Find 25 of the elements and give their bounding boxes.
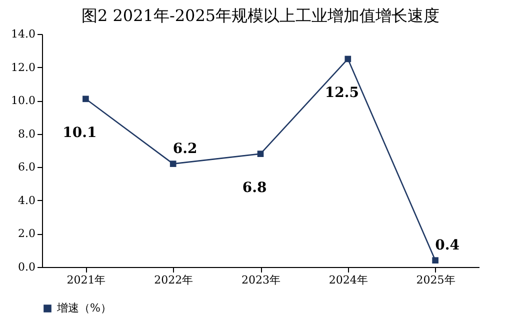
y-tick-label: 8.0 — [18, 127, 36, 140]
point — [344, 56, 352, 62]
y-tick-label: 14.0 — [11, 28, 36, 40]
y-tick-label: 4.0 — [18, 194, 36, 207]
x-tick-label: 2021年 — [66, 274, 106, 286]
chart-title: 图2 2021年-2025年规模以上工业增加值增长速度 — [81, 6, 440, 25]
y-tick-label: 12.0 — [11, 60, 36, 74]
data-label: 6.2 — [172, 140, 198, 157]
y-tick-label: 2.0 — [18, 227, 36, 240]
y-tick-label: 0.0 — [18, 260, 36, 274]
data-label: 6.8 — [242, 180, 267, 196]
point — [432, 257, 438, 264]
point — [170, 160, 176, 167]
data-label: 10.1 — [62, 124, 97, 141]
legend-label: 增速（%） — [56, 302, 112, 314]
y-tick-label: 6.0 — [18, 160, 36, 174]
data-label: 0.4 — [435, 237, 460, 254]
x-tick-label: 2022年 — [154, 274, 194, 286]
x-tick-label: 2025年 — [416, 274, 456, 286]
x-tick-label: 2024年 — [328, 274, 368, 286]
point — [257, 150, 264, 157]
data-label: 12.5 — [324, 84, 359, 101]
point — [82, 96, 89, 102]
x-tick-label: 2023年 — [242, 274, 280, 286]
y-tick-label: 10.0 — [11, 94, 36, 108]
